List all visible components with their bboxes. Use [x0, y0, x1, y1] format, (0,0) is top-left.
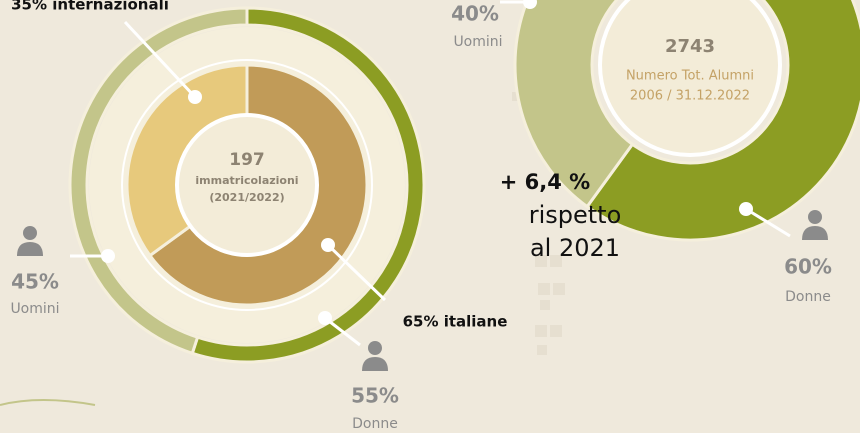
person-icon [802, 210, 828, 240]
icon-head [23, 226, 37, 240]
value-label: 60% [784, 255, 832, 279]
ring-gap-line [121, 59, 373, 311]
icon-body [362, 357, 388, 371]
leader-dot [188, 90, 202, 104]
donut-segment [68, 6, 249, 356]
value-label: 40% [451, 2, 499, 26]
annotation: 2006 / 31.12.2022 [630, 89, 750, 104]
icon-body [17, 242, 43, 256]
category-label: Uomini [10, 301, 59, 317]
icon-body [802, 226, 828, 240]
category-label: Donne [352, 416, 398, 432]
center-circle [175, 113, 319, 257]
leader-line [123, 20, 197, 99]
decor-arc [0, 399, 96, 406]
leader-dot [321, 238, 335, 252]
annotation: (2021/2022) [209, 191, 284, 204]
center-circle [598, 0, 782, 157]
leader-line [745, 207, 791, 238]
annotation: 2743 [665, 36, 715, 57]
category-label: Uomini [453, 34, 502, 50]
value-label: 45% [11, 270, 59, 294]
icon-head [808, 210, 822, 224]
donut-segment [513, 0, 635, 209]
leader-dot [739, 202, 753, 216]
leader-line [324, 316, 361, 347]
value-label: 55% [351, 384, 399, 408]
annotation: rispetto [529, 201, 622, 229]
annotation: Numero Tot. Alumni [626, 69, 754, 84]
person-icon [362, 341, 388, 371]
icon-head [368, 341, 382, 355]
value-label: 65% italiane [403, 313, 508, 331]
annotation: immatricolazioni [195, 174, 298, 187]
leader-dot [523, 0, 537, 9]
annotation: + 6,4 % [500, 170, 590, 194]
annotation: 197 [229, 150, 265, 170]
annotation: al 2021 [530, 234, 620, 262]
leader-dot [318, 311, 332, 325]
leader-dot [101, 249, 115, 263]
value-label: 35% internazionali [11, 0, 169, 14]
category-label: Donne [785, 289, 831, 305]
leader-line [326, 243, 387, 302]
person-icon [17, 226, 43, 256]
donut-segment [585, 0, 860, 242]
